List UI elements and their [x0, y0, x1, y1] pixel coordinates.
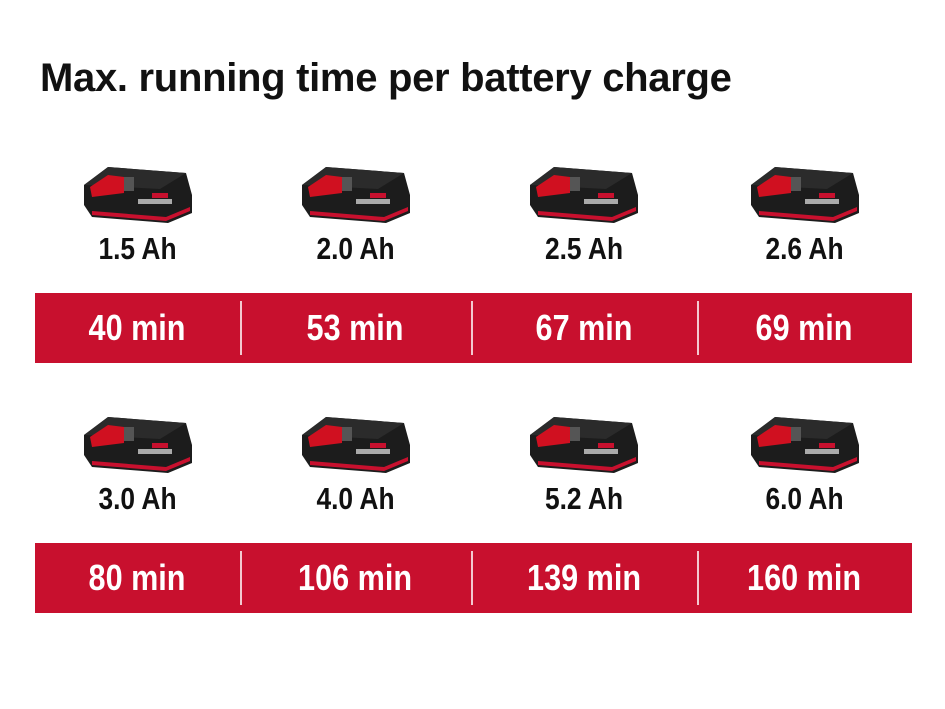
- divider: [471, 551, 473, 605]
- battery-capacity: 1.5 Ah: [98, 231, 177, 266]
- runtime-value: 69 min: [756, 307, 853, 348]
- runtime-cell: 69 min: [697, 293, 912, 363]
- battery-capacity: 5.2 Ah: [544, 481, 624, 516]
- runtime-bar: 80 min 106 min 139 min 160 min: [35, 543, 912, 613]
- battery-item: 2.0 Ah: [240, 155, 471, 267]
- runtime-cell: 139 min: [471, 543, 697, 613]
- divider: [240, 301, 242, 355]
- divider: [471, 301, 473, 355]
- runtime-value: 139 min: [527, 557, 641, 598]
- runtime-value: 53 min: [307, 307, 404, 348]
- battery-pack-icon: [301, 417, 410, 473]
- runtime-cell: 80 min: [35, 543, 240, 613]
- battery-item: 2.6 Ah: [697, 155, 912, 267]
- battery-row: 1.5 Ah 2.0 Ah 2.5 Ah 2.6 Ah 40 min 53 min 6…: [35, 155, 912, 363]
- battery-pack-icon: [530, 417, 638, 473]
- runtime-value: 67 min: [535, 307, 633, 348]
- battery-capacity: 2.0 Ah: [316, 231, 395, 266]
- runtime-cell: 67 min: [471, 293, 697, 363]
- battery-capacity: 3.0 Ah: [98, 481, 177, 516]
- battery-pack-icon: [83, 167, 192, 223]
- battery-pack-icon: [83, 417, 192, 473]
- battery-capacity: 2.6 Ah: [765, 231, 844, 266]
- divider: [697, 551, 699, 605]
- battery-row: 3.0 Ah 4.0 Ah 5.2 Ah 6.0 Ah 80 min 106 min…: [35, 405, 912, 613]
- battery-capacity: 6.0 Ah: [765, 481, 844, 516]
- battery-item: 3.0 Ah: [35, 405, 240, 517]
- battery-capacity: 2.5 Ah: [544, 231, 624, 266]
- runtime-value: 40 min: [89, 307, 186, 348]
- battery-item: 6.0 Ah: [697, 405, 912, 517]
- battery-pack-icon: [750, 417, 859, 473]
- runtime-bar: 40 min 53 min 67 min 69 min: [35, 293, 912, 363]
- runtime-cell: 40 min: [35, 293, 240, 363]
- battery-item: 2.5 Ah: [471, 155, 697, 267]
- runtime-value: 80 min: [89, 557, 186, 598]
- page-title: Max. running time per battery charge: [40, 56, 732, 100]
- runtime-cell: 106 min: [240, 543, 471, 613]
- battery-item: 1.5 Ah: [35, 155, 240, 267]
- divider: [240, 551, 242, 605]
- battery-pack-icon: [301, 167, 410, 223]
- runtime-cell: 160 min: [697, 543, 912, 613]
- runtime-value: 160 min: [747, 557, 862, 598]
- runtime-value: 106 min: [298, 557, 413, 598]
- battery-item: 4.0 Ah: [240, 405, 471, 517]
- battery-pack-icon: [530, 167, 638, 223]
- divider: [697, 301, 699, 355]
- battery-item: 5.2 Ah: [471, 405, 697, 517]
- battery-pack-icon: [750, 167, 859, 223]
- runtime-cell: 53 min: [240, 293, 471, 363]
- battery-capacity: 4.0 Ah: [316, 481, 395, 516]
